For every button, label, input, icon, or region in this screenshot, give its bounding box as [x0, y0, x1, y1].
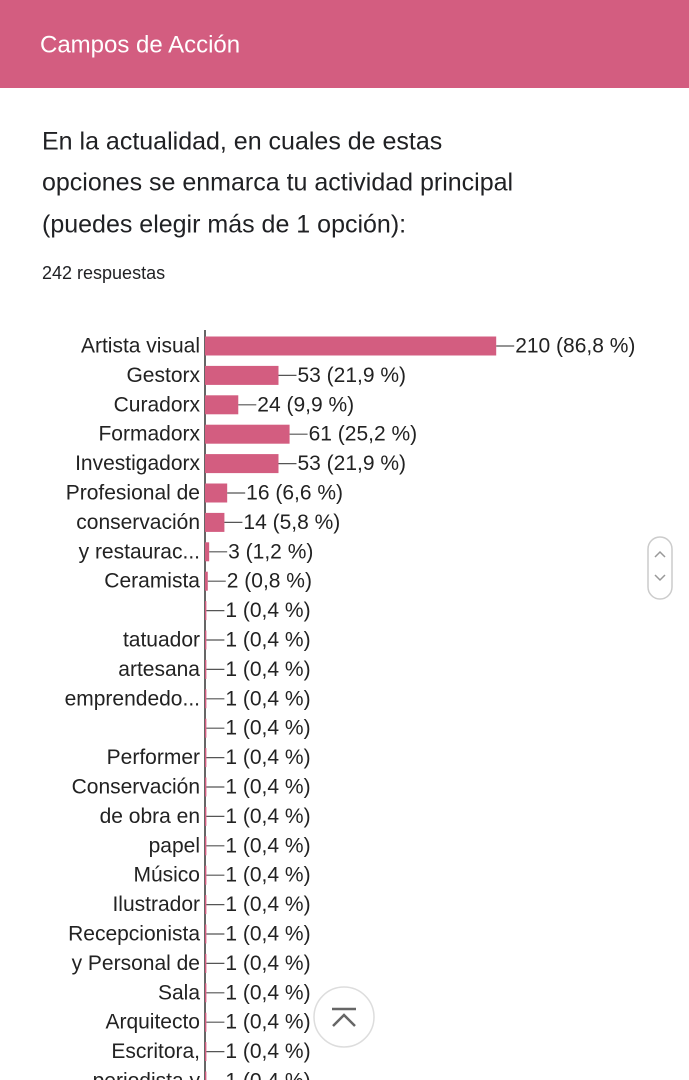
value-label: 61 (25,2 %) [309, 423, 418, 446]
category-label: de obra en [100, 805, 200, 828]
category-label: Curadorx [114, 393, 201, 416]
bar [205, 836, 207, 856]
value-label: 1 (0,4 %) [225, 952, 310, 975]
bar [205, 659, 207, 679]
category-label: Artista visual [81, 335, 200, 358]
scroll-widget[interactable] [647, 536, 673, 600]
category-label: Arquitecto [105, 1011, 200, 1034]
bar [205, 953, 207, 973]
category-label: Ceramista [104, 570, 200, 593]
bar [205, 895, 207, 915]
category-label: Sala [158, 981, 200, 1004]
category-label: periodista y [93, 1070, 201, 1080]
bar [205, 983, 207, 1003]
response-count: 242 respuestas [42, 263, 165, 283]
bar [205, 1071, 207, 1080]
category-label: artesana [118, 658, 200, 681]
bar [205, 806, 207, 826]
value-label: 1 (0,4 %) [225, 599, 310, 622]
bar [205, 601, 207, 621]
category-label: Performer [107, 746, 200, 769]
category-label: Ilustrador [112, 893, 200, 916]
bar [205, 365, 279, 385]
value-label: 1 (0,4 %) [225, 1040, 310, 1063]
category-label: Escritora, [111, 1040, 200, 1063]
category-label: conservación [76, 511, 200, 534]
value-label: 1 (0,4 %) [225, 981, 310, 1004]
category-label: emprendedo... [65, 687, 200, 710]
category-label: Profesional de [66, 482, 200, 505]
bar [205, 454, 279, 474]
question-line: (puedes elegir más de 1 opción): [42, 211, 406, 239]
bar [205, 571, 208, 591]
value-label: 24 (9,9 %) [257, 393, 354, 416]
value-label: 1 (0,4 %) [225, 805, 310, 828]
bar [205, 777, 207, 797]
bar [205, 1042, 207, 1062]
value-label: 1 (0,4 %) [225, 834, 310, 857]
value-label: 14 (5,8 %) [243, 511, 340, 534]
category-label: Formadorx [98, 423, 200, 446]
category-label: tatuador [123, 629, 200, 652]
value-label: 1 (0,4 %) [225, 687, 310, 710]
bar [205, 336, 497, 356]
bar [205, 424, 290, 444]
value-label: 53 (21,9 %) [297, 364, 406, 387]
category-label: y restaurac... [79, 540, 200, 563]
bar [205, 483, 228, 503]
header-bar [0, 0, 689, 88]
value-label: 1 (0,4 %) [225, 776, 310, 799]
bar [205, 395, 239, 415]
value-label: 53 (21,9 %) [297, 452, 406, 475]
category-label: y Personal de [72, 952, 200, 975]
category-label: Recepcionista [68, 923, 200, 946]
value-label: 1 (0,4 %) [225, 923, 310, 946]
category-label: Conservación [72, 776, 200, 799]
value-label: 1 (0,4 %) [225, 746, 310, 769]
category-label: papel [149, 834, 200, 857]
bar [205, 1012, 207, 1032]
value-label: 16 (6,6 %) [246, 482, 343, 505]
value-label: 1 (0,4 %) [225, 629, 310, 652]
scroll-top-button[interactable] [313, 986, 375, 1048]
value-label: 1 (0,4 %) [225, 893, 310, 916]
value-label: 1 (0,4 %) [225, 658, 310, 681]
bar [205, 924, 207, 944]
value-label: 1 (0,4 %) [225, 864, 310, 887]
value-label: 1 (0,4 %) [225, 717, 310, 740]
value-label: 1 (0,4 %) [225, 1070, 310, 1080]
category-label: Investigadorx [75, 452, 200, 475]
bar [205, 542, 210, 562]
category-label: Músico [133, 864, 200, 887]
category-label: Gestorx [126, 364, 200, 387]
bar [205, 512, 225, 532]
value-label: 3 (1,2 %) [228, 540, 313, 563]
bar [205, 689, 207, 709]
value-label: 1 (0,4 %) [225, 1011, 310, 1034]
bar [205, 865, 207, 885]
header-title: Campos de Acción [40, 31, 240, 58]
value-label: 210 (86,8 %) [515, 335, 635, 358]
chart: Artista visual 210 (86,8 %) Gestorx 53 (21,… [65, 330, 635, 1080]
bar [205, 718, 207, 738]
bar [205, 630, 207, 650]
question-line: En la actualidad, en cuales de estas [42, 128, 442, 156]
bar [205, 748, 207, 768]
value-label: 2 (0,8 %) [227, 570, 312, 593]
question-line: opciones se enmarca tu actividad princip… [42, 169, 513, 197]
